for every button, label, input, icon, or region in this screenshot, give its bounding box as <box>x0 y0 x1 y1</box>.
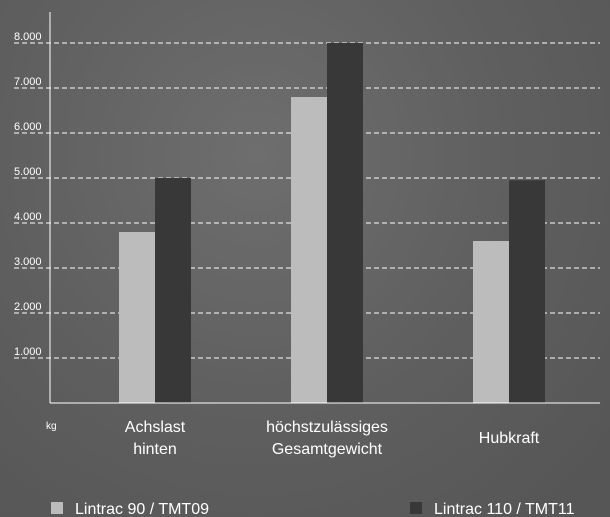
x-tick-label: Hubkraft <box>479 430 540 447</box>
y-tick-label: 2.000 <box>14 301 42 313</box>
bar <box>473 241 509 403</box>
y-tick-label: 1.000 <box>14 346 42 358</box>
bar <box>327 43 363 403</box>
y-tick-label: 6.000 <box>14 121 42 133</box>
y-tick-label: 5.000 <box>14 166 42 178</box>
axes <box>49 12 600 404</box>
y-tick-label: 4.000 <box>14 211 42 223</box>
y-tick-label: 8.000 <box>14 31 42 43</box>
x-tick-label: Achslast <box>125 419 186 436</box>
x-tick-label: höchstzulässiges <box>266 419 388 436</box>
bar <box>291 97 327 403</box>
bars <box>119 43 545 403</box>
labels: 1.000 2.000 3.000 4.000 5.000 6.000 7.000 8.000… <box>14 31 540 458</box>
x-tick-label: hinten <box>133 441 177 458</box>
y-axis-unit: kg <box>46 421 57 432</box>
x-tick-label: Gesamtgewicht <box>272 441 383 458</box>
legend: Lintrac 90 / TMT09 Lintrac 110 / TMT11 <box>51 501 575 517</box>
y-tick-label: 7.000 <box>14 76 42 88</box>
legend-swatch <box>410 502 422 514</box>
legend-swatch <box>51 502 63 514</box>
bar <box>119 232 155 403</box>
bar <box>155 178 191 403</box>
bar <box>509 180 545 403</box>
y-tick-label: 3.000 <box>14 256 42 268</box>
legend-entry-label: Lintrac 110 / TMT11 <box>434 501 575 517</box>
legend-entry-label: Lintrac 90 / TMT09 <box>75 501 209 517</box>
